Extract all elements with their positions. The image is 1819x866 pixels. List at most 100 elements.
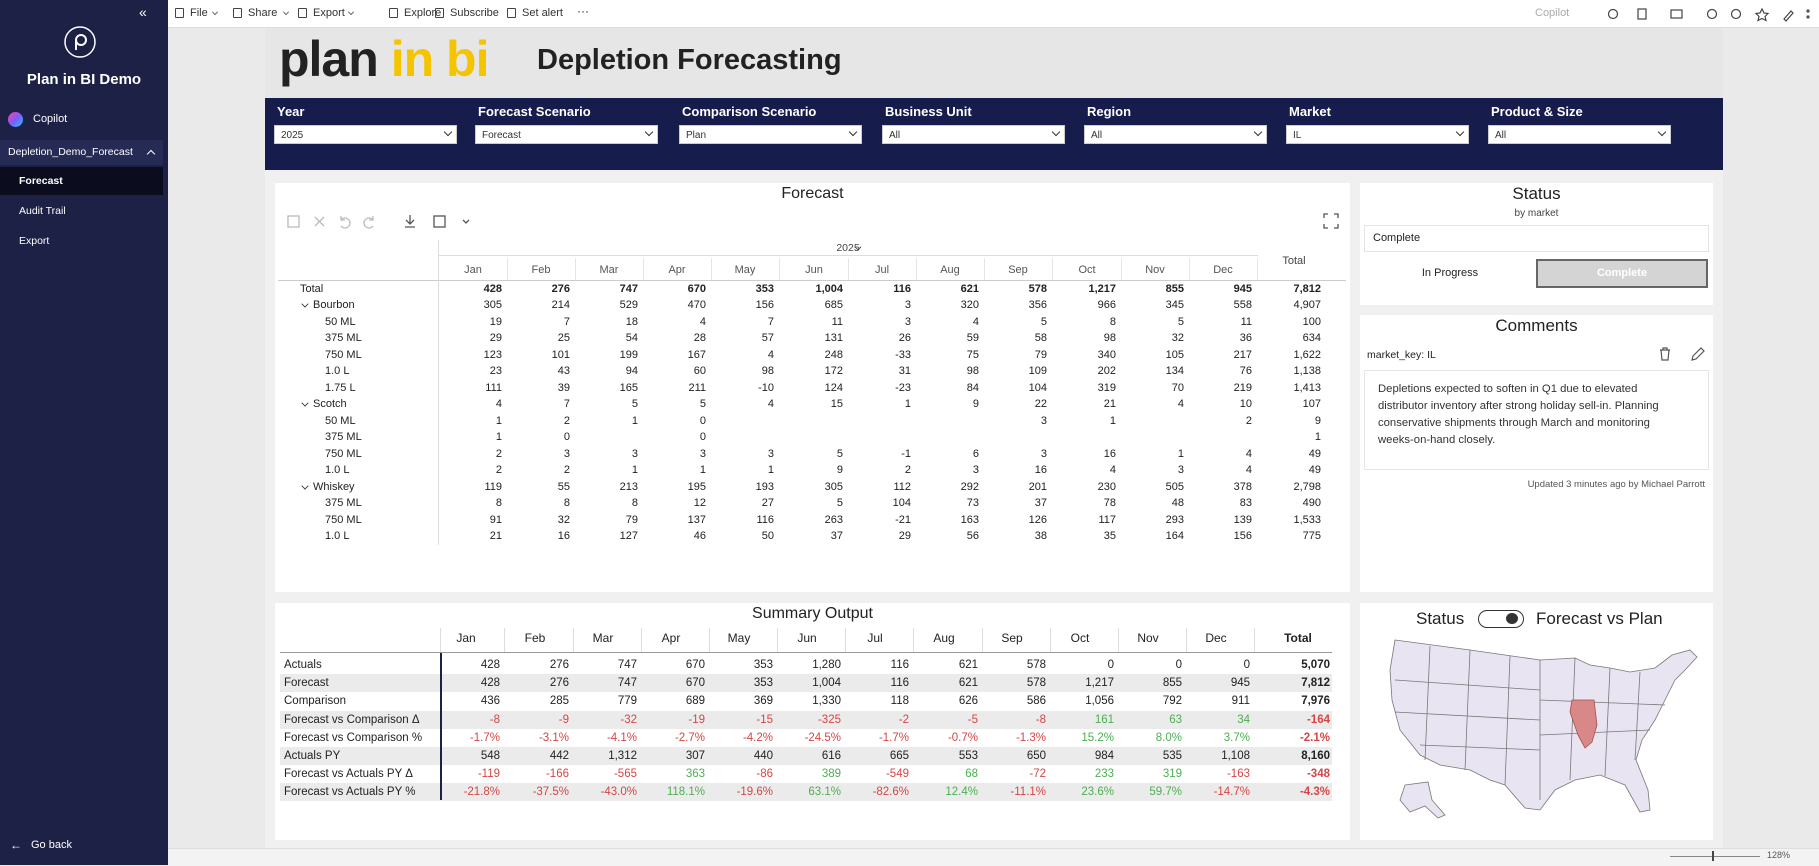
- matrix-cell: 4: [1245, 447, 1252, 460]
- status-title: Status: [1512, 184, 1561, 203]
- filter-dropdown[interactable]: Plan: [679, 125, 862, 144]
- column-divider: [916, 258, 917, 280]
- matrix-cell: 3: [1040, 414, 1047, 427]
- matrix-cell: 8: [563, 497, 570, 510]
- matrix-cell: 26: [898, 332, 911, 345]
- matrix-cell: 7,812: [1293, 283, 1321, 295]
- logo-plan: plan: [279, 31, 379, 87]
- summary-cell: 0: [1175, 659, 1182, 671]
- summary-row-label: Forecast vs Comparison Δ: [284, 713, 420, 726]
- toolbar-item[interactable]: Set alert: [522, 7, 563, 19]
- summary-cell: 68: [965, 768, 978, 781]
- filter-dropdown[interactable]: All: [1488, 125, 1671, 144]
- filter-dropdown[interactable]: 2025: [274, 125, 457, 144]
- table-tools[interactable]: [285, 212, 475, 232]
- summary-title: Summary Output: [752, 605, 873, 622]
- toolbar-copilot[interactable]: Copilot: [1535, 7, 1570, 19]
- logo: plan in bi: [279, 30, 489, 88]
- summary-cell: 116: [890, 659, 909, 671]
- summary-cell: 442: [549, 750, 569, 762]
- matrix-cell: 21: [1103, 398, 1116, 411]
- summary-row-label: Forecast vs Actuals PY Δ: [284, 768, 413, 781]
- toolbar-item[interactable]: Explore: [404, 7, 442, 19]
- matrix-cell: 855: [1165, 283, 1184, 295]
- toolbar-icon: [435, 8, 444, 18]
- copilot-link[interactable]: Copilot: [33, 113, 68, 125]
- matrix-cell: 116: [756, 513, 774, 526]
- matrix-cell: 139: [1233, 513, 1252, 526]
- page-link[interactable]: Forecast: [19, 175, 63, 187]
- toolbar-icons: [1607, 7, 1810, 22]
- collapse-button[interactable]: «: [139, 4, 147, 20]
- focus-mode[interactable]: [1323, 213, 1339, 229]
- toolbar-item[interactable]: Export: [313, 7, 345, 19]
- zoom-slider[interactable]: [1670, 856, 1760, 857]
- matrix-cell: 9: [972, 398, 979, 411]
- matrix-cell: 32: [557, 513, 570, 526]
- filter-dropdown[interactable]: IL: [1286, 125, 1469, 144]
- summary-cell: 8,160: [1301, 750, 1330, 762]
- zoom-thumb[interactable]: [1712, 851, 1714, 861]
- summary-cell: 747: [617, 677, 637, 690]
- matrix-cell: 27: [761, 497, 774, 510]
- summary-row-band: [280, 710, 1332, 729]
- month-header: Aug: [940, 264, 960, 276]
- matrix-cell: 124: [824, 381, 843, 394]
- matrix-cell: 0: [563, 431, 570, 444]
- summary-cell: 118: [890, 695, 909, 708]
- summary-cell: -15: [756, 713, 773, 726]
- summary-cell: -14.7%: [1213, 786, 1250, 799]
- filter-dropdown[interactable]: All: [882, 125, 1065, 144]
- comment-actions[interactable]: [1657, 346, 1707, 362]
- matrix-cell: 621: [960, 283, 979, 295]
- summary-month-header: Aug: [933, 631, 955, 645]
- size-label: 750 ML: [325, 348, 362, 361]
- matrix-cell: 37: [1034, 497, 1047, 510]
- report-name[interactable]: Depletion_Demo_Forecast: [8, 146, 133, 158]
- matrix-cell: 356: [1028, 299, 1047, 312]
- page-link[interactable]: Export: [19, 235, 50, 247]
- matrix-cell: 2: [563, 414, 570, 427]
- comment-footer: Updated 3 minutes ago by Michael Parrott: [1527, 479, 1705, 490]
- toolbar-item[interactable]: Share: [248, 7, 278, 19]
- matrix-cell: 4: [767, 348, 774, 361]
- summary-cell: 118.1%: [666, 786, 705, 799]
- matrix-cell: 11: [831, 315, 843, 328]
- go-back[interactable]: Go back: [31, 839, 72, 851]
- matrix-cell: 104: [892, 497, 911, 510]
- matrix-cell: 137: [687, 513, 706, 526]
- matrix-cell: 29: [489, 332, 502, 345]
- filter-dropdown[interactable]: All: [1084, 125, 1267, 144]
- matrix-cell: 5: [1177, 315, 1184, 328]
- month-header: May: [734, 264, 756, 276]
- matrix-cell: 111: [485, 381, 502, 394]
- matrix-cell: 3: [631, 447, 638, 460]
- column-divider: [1189, 258, 1190, 280]
- toolbar-item[interactable]: File: [190, 7, 208, 19]
- summary-col-divider: [845, 628, 846, 652]
- status-input[interactable]: Complete: [1364, 225, 1709, 252]
- toolbar-item[interactable]: Subscribe: [450, 7, 499, 19]
- summary-cell: 670: [685, 659, 705, 671]
- toolbar-more[interactable]: ···: [577, 4, 589, 18]
- filter-label: Comparison Scenario: [682, 104, 817, 119]
- matrix-cell: 134: [1165, 365, 1184, 378]
- map-toggle[interactable]: [1478, 610, 1524, 628]
- summary-cell: 1,312: [608, 750, 637, 762]
- column-divider: [1121, 258, 1122, 280]
- summary-row-label: Actuals: [284, 659, 322, 671]
- month-header: Apr: [668, 264, 686, 276]
- status-button[interactable]: In Progress: [1421, 267, 1479, 279]
- summary-cell: -2.1%: [1299, 731, 1330, 744]
- page-link[interactable]: Audit Trail: [19, 205, 66, 217]
- filter-dropdown[interactable]: Forecast: [475, 125, 658, 144]
- summary-cell: 233: [1094, 768, 1114, 781]
- matrix-cell: 276: [551, 283, 570, 295]
- matrix-cell: 19: [489, 315, 502, 328]
- status-button-selected[interactable]: Complete: [1536, 259, 1708, 288]
- summary-month-header: Dec: [1205, 631, 1227, 645]
- summary-total-header: Total: [1284, 631, 1312, 645]
- matrix-cell: 1,413: [1293, 381, 1321, 394]
- matrix-cell: 4: [972, 315, 979, 328]
- sidebar: Plan in BI Demo « Copilot Depletion_Demo…: [0, 0, 168, 865]
